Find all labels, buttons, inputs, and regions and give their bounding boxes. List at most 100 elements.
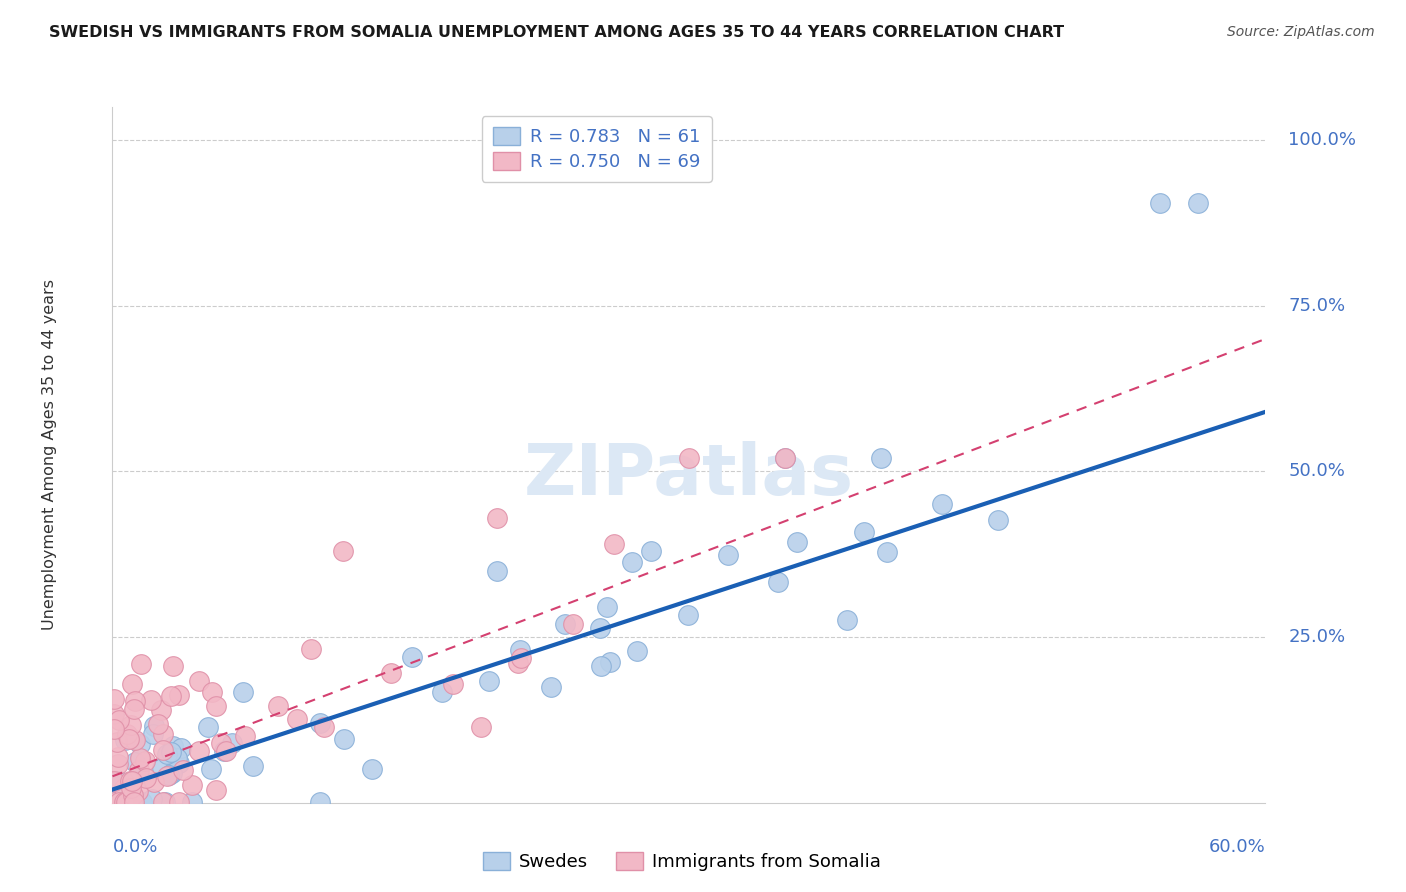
Point (360, 762, 382, 776)
Point (205, 699, 228, 714)
Text: 75.0%: 75.0% (1288, 297, 1346, 315)
Point (312, 720, 335, 734)
Point (124, 755, 146, 769)
Text: ZIPatlas: ZIPatlas (524, 442, 853, 510)
Point (876, 545, 898, 559)
Point (181, 778, 204, 792)
Point (401, 650, 423, 665)
Point (157, 767, 180, 781)
Point (180, 795, 202, 809)
Point (142, 726, 165, 740)
Point (162, 739, 184, 753)
Text: 50.0%: 50.0% (1288, 462, 1346, 481)
Point (200, 762, 222, 776)
Point (588, 621, 610, 635)
Point (509, 651, 531, 665)
Point (112, 795, 135, 809)
Text: 0.0%: 0.0% (112, 838, 157, 855)
Point (121, 774, 143, 789)
Point (470, 720, 492, 734)
Point (221, 736, 243, 750)
Point (108, 773, 131, 788)
Point (232, 684, 254, 698)
Point (620, 555, 643, 569)
Point (107, 756, 129, 771)
Point (589, 658, 612, 673)
Point (562, 617, 585, 632)
Point (128, 763, 150, 777)
Point (215, 744, 238, 758)
Point (299, 642, 322, 657)
Point (142, 719, 165, 733)
Point (987, 512, 1010, 526)
Point (676, 607, 699, 622)
Point (115, 795, 138, 809)
Text: Source: ZipAtlas.com: Source: ZipAtlas.com (1227, 25, 1375, 39)
Point (103, 773, 125, 788)
Point (766, 574, 789, 589)
Point (478, 674, 501, 689)
Point (332, 544, 354, 558)
Point (131, 795, 153, 809)
Point (1187, 196, 1209, 211)
Point (835, 614, 858, 628)
Point (212, 744, 235, 758)
Point (170, 741, 193, 756)
Point (540, 680, 562, 694)
Point (233, 729, 256, 743)
Point (201, 684, 224, 698)
Point (124, 733, 146, 747)
Point (107, 750, 129, 764)
Point (114, 732, 136, 747)
Point (380, 665, 402, 680)
Point (156, 769, 179, 783)
Text: Unemployment Among Ages 35 to 44 years: Unemployment Among Ages 35 to 44 years (42, 279, 56, 631)
Point (129, 657, 153, 671)
Point (169, 756, 191, 771)
Point (129, 751, 152, 765)
Point (120, 773, 142, 788)
Point (120, 781, 142, 796)
Legend: R = 0.783   N = 61, R = 0.750   N = 69: R = 0.783 N = 61, R = 0.750 N = 69 (482, 116, 711, 182)
Point (124, 694, 146, 708)
Point (603, 537, 626, 551)
Legend: Swedes, Immigrants from Somalia: Swedes, Immigrants from Somalia (477, 845, 887, 879)
Point (285, 713, 308, 727)
Point (773, 451, 796, 466)
Point (139, 692, 162, 706)
Point (599, 655, 621, 669)
Point (105, 735, 128, 749)
Point (122, 795, 145, 809)
Point (103, 707, 125, 722)
Point (112, 781, 135, 796)
Point (197, 720, 219, 734)
Point (167, 795, 190, 809)
Point (205, 783, 228, 797)
Point (149, 703, 172, 717)
Point (121, 787, 143, 801)
Point (188, 744, 211, 758)
Point (104, 795, 127, 809)
Point (773, 451, 796, 466)
Point (441, 677, 464, 691)
Point (128, 737, 150, 751)
Point (717, 548, 740, 562)
Point (166, 751, 188, 765)
Point (127, 784, 149, 798)
Point (152, 743, 174, 757)
Point (118, 732, 141, 747)
Point (107, 789, 129, 803)
Point (188, 673, 211, 688)
Point (485, 564, 508, 578)
Point (432, 685, 454, 699)
Point (308, 795, 330, 809)
Point (209, 736, 232, 750)
Point (108, 714, 131, 728)
Point (853, 524, 876, 539)
Point (786, 534, 808, 549)
Point (640, 544, 662, 558)
Text: 100.0%: 100.0% (1288, 131, 1357, 149)
Point (596, 599, 619, 614)
Point (108, 795, 131, 809)
Text: 25.0%: 25.0% (1288, 628, 1346, 646)
